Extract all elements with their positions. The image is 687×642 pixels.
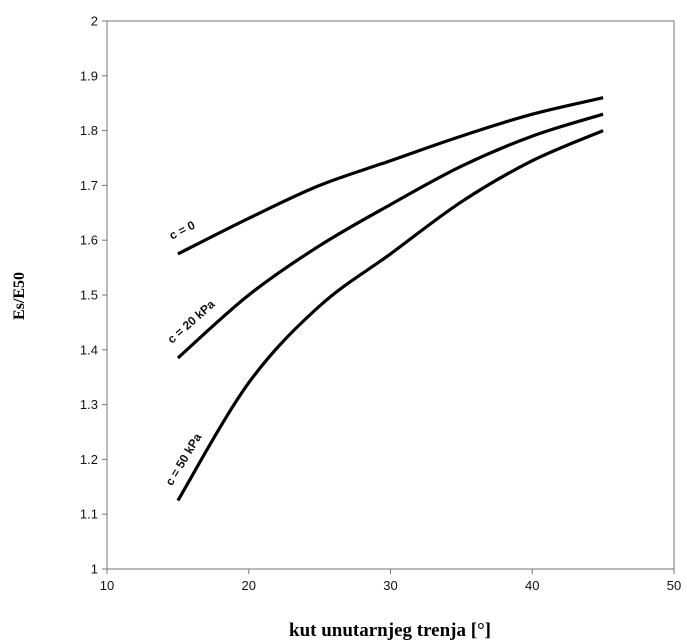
- y-tick-label: 1.4: [80, 342, 98, 357]
- y-tick-label: 1.5: [80, 288, 98, 303]
- y-tick-label: 1.2: [80, 452, 98, 467]
- y-tick-label: 1.8: [80, 123, 98, 138]
- x-axis-title: kut unutarnjeg trenja [°]: [289, 620, 491, 641]
- series-label: c = 0: [167, 218, 198, 243]
- y-tick-label: 1.1: [80, 507, 98, 522]
- x-tick-label: 50: [667, 578, 681, 593]
- x-tick-label: 30: [383, 578, 397, 593]
- series-label: c = 50 kPa: [162, 431, 204, 489]
- y-axis-title: Es/E50: [11, 272, 28, 320]
- y-tick-label: 1.3: [80, 397, 98, 412]
- series-curves: [176, 96, 604, 502]
- x-tick-label: 10: [100, 578, 114, 593]
- series-line: [176, 129, 604, 502]
- axis-ticks: 10 20 30 40 50 1 1.1 1.2 1.3 1.4 1.5 1.6 1.7 1.8 1.9 2: [80, 14, 681, 594]
- x-tick-label: 40: [525, 578, 539, 593]
- x-tick-label: 20: [242, 578, 256, 593]
- y-tick-label: 2: [91, 14, 98, 29]
- plot-area-frame: [106, 20, 675, 570]
- series-label: c = 20 kPa: [165, 297, 218, 346]
- y-tick-label: 1.6: [80, 233, 98, 248]
- series-line: [176, 112, 604, 360]
- y-tick-label: 1.9: [80, 68, 98, 83]
- series-line: [177, 96, 604, 256]
- y-tick-label: 1.7: [80, 178, 98, 193]
- y-tick-label: 1: [91, 562, 98, 577]
